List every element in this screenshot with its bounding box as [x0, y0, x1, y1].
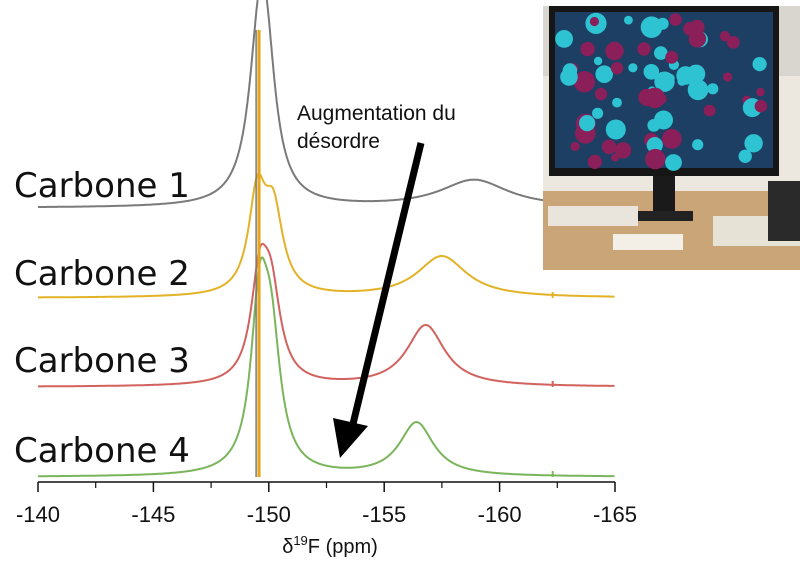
molecule-ball [640, 16, 663, 38]
molecule-ball [719, 31, 731, 42]
molecule-ball [589, 16, 599, 27]
molecule-ball [744, 134, 763, 153]
molecule-ball [587, 154, 602, 169]
molecule-ball [688, 30, 707, 48]
series-line-1 [38, 0, 615, 208]
x-tick-label-6: -165 [593, 502, 637, 527]
annotation-text-line2: désordre [297, 130, 380, 153]
series-label-carbone-3: Carbone 3 [14, 341, 190, 381]
molecule-ball [612, 97, 622, 108]
molecule-ball [646, 137, 663, 154]
molecule-ball [726, 36, 740, 49]
molecule-ball [644, 87, 666, 109]
molecule-ball [637, 42, 651, 56]
sharp-peaks [255, 30, 261, 477]
molecule-ball [594, 87, 608, 101]
molecule-ball [703, 104, 716, 117]
x-tick-label-3: -150 [247, 502, 291, 527]
monitor-photo [543, 6, 800, 270]
annotation-text-line1: Augmentation du [297, 102, 456, 125]
molecule-ball [595, 65, 613, 83]
series-line-3 [38, 242, 615, 388]
molecule-ball [593, 56, 603, 66]
series-line-4 [38, 256, 615, 478]
x-axis-label-main: δ [282, 536, 293, 558]
x-axis-label-rest: F (ppm) [308, 536, 378, 558]
molecule-ball [624, 15, 633, 25]
molecule-ball [601, 139, 617, 155]
annotation: Augmentation du désordre [297, 102, 456, 458]
annotation-arrow-shaft [348, 142, 425, 429]
molecule-ball [669, 13, 682, 26]
molecule-ball [562, 63, 578, 78]
molecule-ball [605, 119, 626, 140]
molecule-ball [654, 110, 673, 130]
x-axis-label: δ19F (ppm) [282, 533, 378, 558]
annotation-arrow-head [333, 418, 368, 458]
series-label-carbone-1: Carbone 1 [14, 166, 190, 206]
molecule-ball [686, 64, 706, 84]
molecule-ball [707, 83, 719, 95]
x-tick-label-4: -155 [362, 502, 406, 527]
molecule-ball [665, 154, 682, 171]
series-label-carbone-4: Carbone 4 [14, 431, 190, 471]
series-line-2 [38, 172, 615, 299]
series-group [38, 0, 615, 478]
molecule-ball [654, 46, 668, 60]
molecule-ball [579, 115, 596, 132]
molecule-ball [654, 71, 675, 92]
molecule-ball [692, 139, 704, 151]
series-label-carbone-2: Carbone 2 [14, 254, 190, 294]
x-tick-label-2: -145 [131, 502, 175, 527]
molecule-ball [738, 149, 752, 163]
x-axis-label-sup: 19 [293, 533, 307, 548]
molecule-ball [570, 141, 580, 151]
x-tick-label-5: -160 [478, 502, 522, 527]
molecule-ball [580, 41, 595, 57]
x-tick-label-1: -140 [16, 502, 60, 527]
molecule-ball [756, 87, 765, 97]
molecule-ball [628, 63, 638, 73]
molecule-ball [661, 129, 682, 149]
molecule-ball [610, 62, 624, 75]
molecule-ball [643, 64, 660, 80]
molecule-ball [752, 57, 767, 72]
molecule-ball [614, 142, 632, 159]
molecule-ball [687, 79, 709, 101]
molecule-ball [573, 71, 596, 93]
molecule-ball [754, 99, 768, 113]
molecule-ball [677, 76, 687, 86]
monitor-photo-illustration [543, 6, 800, 270]
molecule-ball [592, 107, 604, 119]
molecule-ball [665, 50, 679, 64]
molecule-ball [555, 30, 573, 48]
molecule-ball [645, 148, 666, 170]
molecule-ball [723, 72, 733, 82]
molecule-ball [605, 41, 624, 61]
series-labels: Carbone 1 Carbone 2 Carbone 3 Carbone 4 [14, 166, 190, 471]
x-axis-ticks: -140 -145 -150 -155 -160 -165 [16, 482, 637, 527]
